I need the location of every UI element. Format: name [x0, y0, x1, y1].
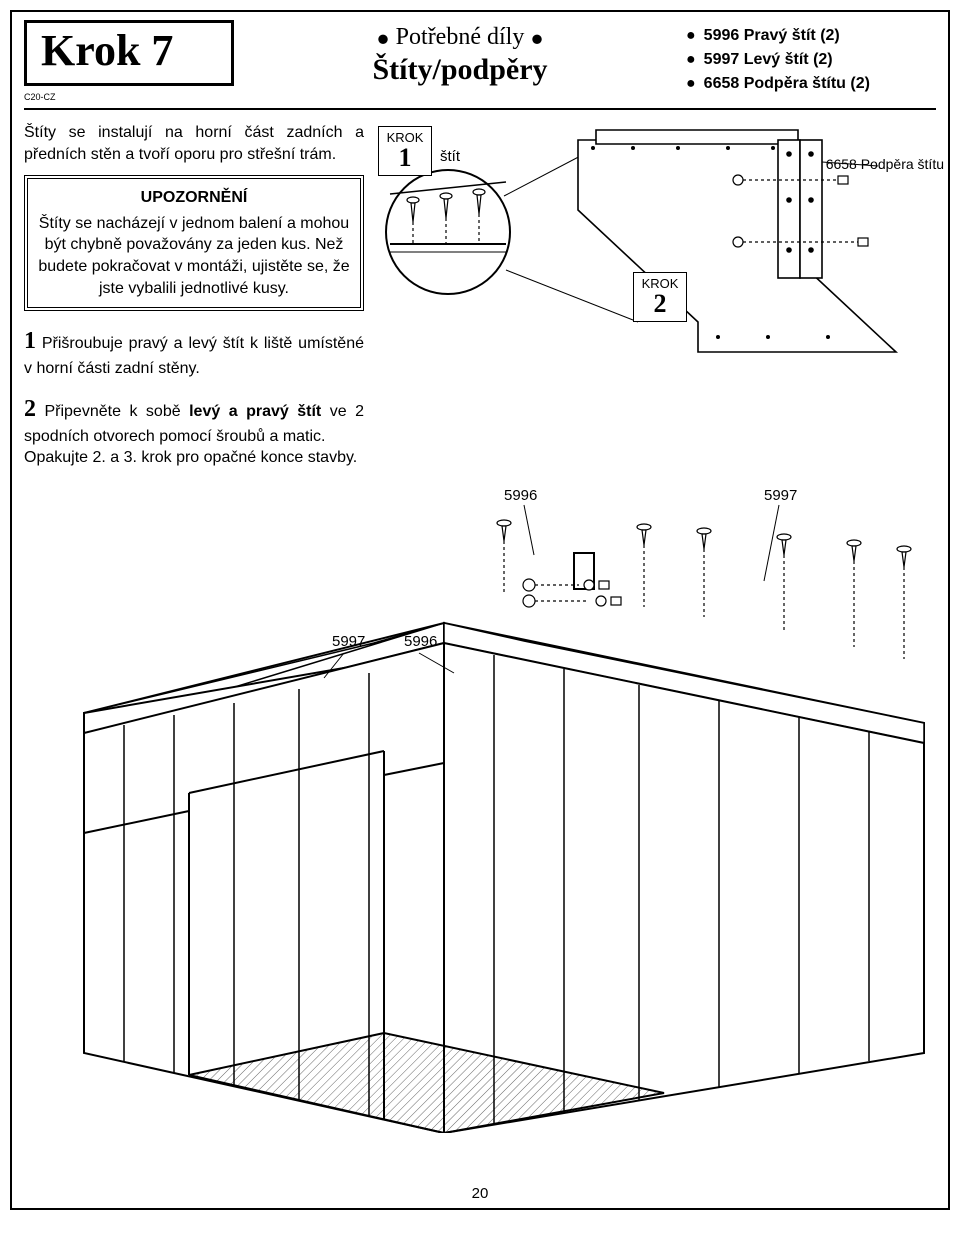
step-body: Opakujte 2. a 3. krok pro opačné konce s… [24, 449, 357, 466]
bullet-icon: ● [376, 25, 389, 50]
step-number: 1 [24, 328, 36, 354]
step-title-box: Krok 7 [24, 20, 234, 86]
brace-label: 6658 Podpěra štítu [826, 156, 944, 172]
header-row: Krok 7 C20-CZ ● Potřebné díly ● Štíty/po… [24, 20, 936, 110]
parts-needed-label: ● Potřebné díly ● [254, 24, 666, 51]
shed-svg [24, 493, 944, 1133]
parts-item: 5997 Levý štít (2) [686, 48, 936, 72]
gable-detail-diagram: KROK 1 štít KROK 2 6658 Podpěra štítu [378, 122, 938, 382]
step-title-wrap: Krok 7 C20-CZ [24, 20, 234, 102]
step-number: 2 [24, 396, 36, 422]
warning-title: UPOZORNĚNÍ [38, 187, 350, 209]
page-number: 20 [12, 1185, 948, 1202]
step-2-text: 2 Připevněte k sobě levý a pravý štít ve… [24, 393, 364, 469]
step-body: Připevněte k sobě [36, 403, 189, 420]
header-mid: ● Potřebné díly ● Štíty/podpěry [254, 20, 666, 87]
bullet-icon: ● [530, 25, 543, 50]
label-5997: 5997 [332, 633, 365, 650]
parts-item: 6658 Podpěra štítu (2) [686, 72, 936, 96]
warning-body: Štíty se nacházejí v jednom balení a moh… [38, 213, 350, 299]
parts-item: 5996 Pravý štít (2) [686, 24, 936, 48]
stit-label: štít [440, 148, 460, 165]
krok-number: 1 [379, 145, 431, 175]
label-5996: 5996 [404, 633, 437, 650]
warning-box: UPOZORNĚNÍ Štíty se nacházejí v jednom b… [24, 175, 364, 311]
left-text-column: Štíty se instalují na horní část zadních… [24, 122, 364, 483]
intro-text: Štíty se instalují na horní část zadních… [24, 122, 364, 165]
step-title: Krok 7 [41, 29, 217, 73]
parts-list: 5996 Pravý štít (2) 5997 Levý štít (2) 6… [686, 20, 936, 96]
step-bold: levý a pravý štít [189, 403, 321, 420]
doc-code: C20-CZ [24, 92, 234, 102]
krok-2-box: KROK 2 [633, 272, 687, 322]
krok-number: 2 [634, 291, 686, 321]
krok-1-box: KROK 1 [378, 126, 432, 176]
page-frame: Krok 7 C20-CZ ● Potřebné díly ● Štíty/po… [10, 10, 950, 1210]
parts-label-text: Potřebné díly [396, 24, 525, 50]
main-illustration: 5996 5997 5997 5996 [24, 493, 936, 1133]
step-body: Přišroubuje pravý a levý štít k liště um… [24, 335, 364, 376]
step-1-text: 1 Přišroubuje pravý a levý štít k liště … [24, 325, 364, 379]
section-title: Štíty/podpěry [254, 53, 666, 87]
label-5996: 5996 [504, 487, 537, 504]
content-row: Štíty se instalují na horní část zadních… [24, 122, 936, 483]
right-diagram-column: KROK 1 štít KROK 2 6658 Podpěra štítu [378, 122, 938, 442]
label-5997: 5997 [764, 487, 797, 504]
